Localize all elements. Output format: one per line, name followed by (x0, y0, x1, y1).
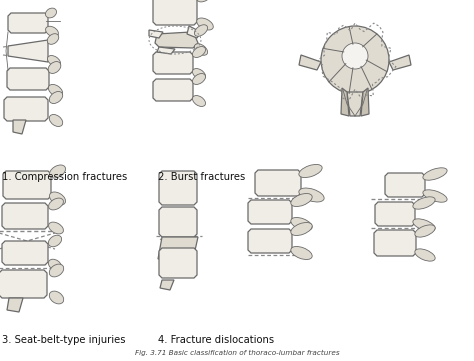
Ellipse shape (423, 168, 447, 180)
Polygon shape (7, 68, 49, 90)
Polygon shape (389, 55, 411, 70)
Polygon shape (159, 171, 197, 205)
Polygon shape (361, 88, 369, 116)
Ellipse shape (194, 25, 208, 36)
Polygon shape (153, 79, 193, 101)
Ellipse shape (48, 84, 63, 97)
Ellipse shape (46, 26, 58, 37)
Ellipse shape (415, 249, 435, 261)
Ellipse shape (47, 34, 59, 44)
Ellipse shape (49, 291, 64, 304)
Polygon shape (8, 40, 48, 62)
Polygon shape (149, 30, 163, 38)
Text: 2. Burst fractures: 2. Burst fractures (158, 172, 245, 182)
Ellipse shape (192, 47, 206, 57)
Ellipse shape (192, 69, 206, 79)
Ellipse shape (299, 165, 322, 178)
Ellipse shape (197, 0, 211, 2)
Ellipse shape (49, 192, 65, 205)
Polygon shape (299, 55, 321, 70)
Polygon shape (385, 173, 425, 197)
Ellipse shape (47, 56, 61, 66)
Text: 3. Seat-belt-type injuries: 3. Seat-belt-type injuries (2, 335, 126, 345)
Polygon shape (187, 26, 201, 38)
Circle shape (342, 43, 368, 69)
Polygon shape (159, 248, 197, 278)
Text: 4. Fracture dislocations: 4. Fracture dislocations (158, 335, 274, 345)
Polygon shape (155, 32, 198, 48)
Circle shape (321, 26, 389, 94)
Ellipse shape (291, 193, 312, 206)
Ellipse shape (299, 188, 324, 202)
Text: Fig. 3.71 Basic classification of thoraco-lumbar fractures: Fig. 3.71 Basic classification of thorac… (135, 350, 339, 356)
Ellipse shape (415, 225, 435, 237)
Ellipse shape (49, 114, 63, 126)
Polygon shape (158, 237, 198, 259)
Ellipse shape (49, 165, 65, 178)
Ellipse shape (192, 96, 206, 106)
Ellipse shape (46, 8, 56, 18)
Polygon shape (159, 207, 197, 237)
Ellipse shape (48, 222, 64, 234)
Ellipse shape (49, 264, 64, 277)
Polygon shape (13, 120, 26, 134)
Ellipse shape (194, 44, 208, 55)
Polygon shape (255, 170, 301, 196)
Polygon shape (2, 241, 48, 265)
Polygon shape (7, 298, 23, 312)
Ellipse shape (291, 222, 312, 235)
Ellipse shape (49, 91, 63, 104)
Polygon shape (153, 52, 193, 74)
Polygon shape (157, 47, 175, 54)
Ellipse shape (413, 197, 435, 209)
Polygon shape (341, 88, 349, 116)
Polygon shape (2, 203, 48, 229)
Polygon shape (374, 230, 416, 256)
Polygon shape (347, 92, 363, 116)
Polygon shape (248, 200, 292, 224)
Ellipse shape (291, 247, 312, 260)
Ellipse shape (423, 190, 447, 202)
Polygon shape (375, 202, 415, 226)
Polygon shape (0, 270, 47, 298)
Ellipse shape (48, 259, 62, 271)
Ellipse shape (192, 74, 206, 84)
Ellipse shape (48, 62, 61, 73)
Ellipse shape (48, 235, 62, 247)
Polygon shape (153, 0, 197, 25)
Polygon shape (248, 229, 292, 253)
Text: 1. Compression fractures: 1. Compression fractures (2, 172, 127, 182)
Polygon shape (8, 13, 48, 33)
Polygon shape (3, 171, 51, 199)
Ellipse shape (413, 219, 435, 231)
Ellipse shape (48, 198, 64, 210)
Ellipse shape (197, 18, 213, 30)
Polygon shape (4, 97, 48, 121)
Polygon shape (160, 280, 174, 290)
Ellipse shape (291, 217, 312, 231)
